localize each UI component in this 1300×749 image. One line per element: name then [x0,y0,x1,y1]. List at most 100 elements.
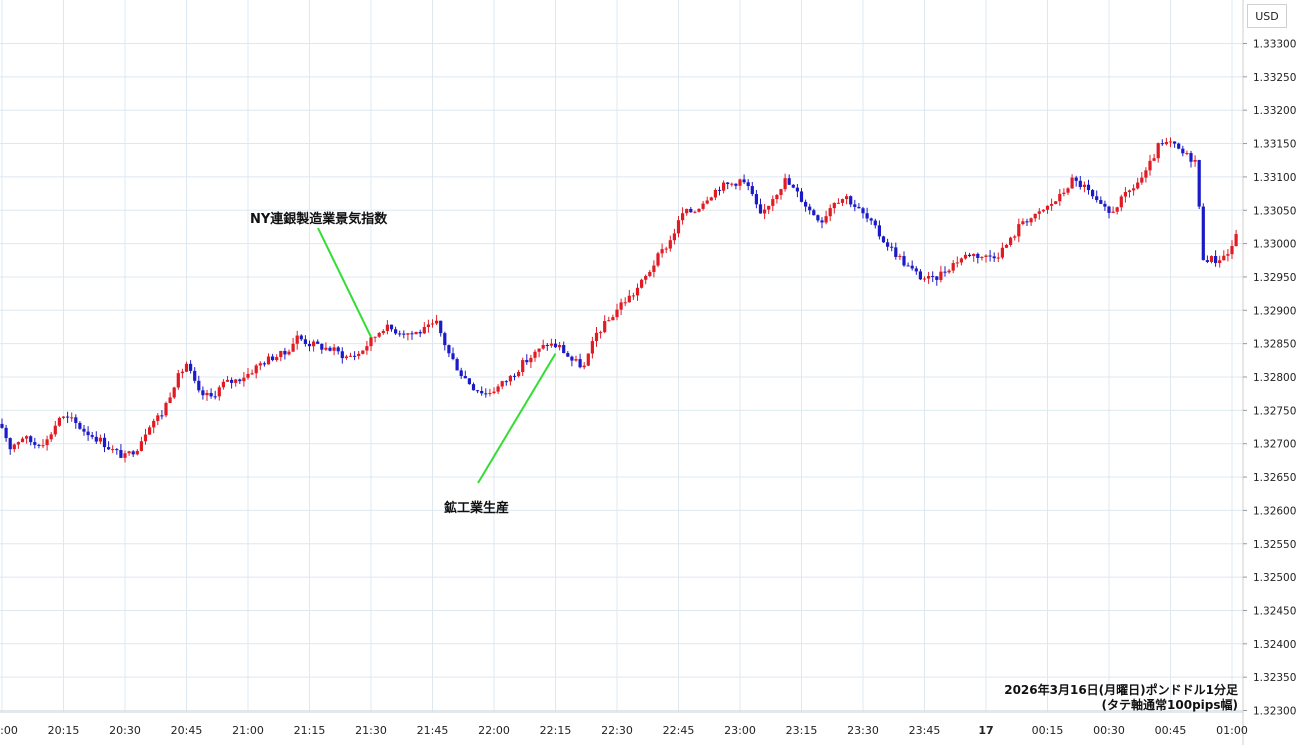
currency-button[interactable]: USD [1247,4,1287,28]
candle-body [332,347,336,351]
candle-body [976,253,980,258]
candle-body [824,216,828,223]
candle-body [685,208,689,214]
candle-body [549,343,553,346]
y-tick-label: 1.32900 [1253,305,1296,317]
candle-body [78,422,82,429]
candle-body [1041,209,1045,212]
x-tick-label: 20:30 [109,724,141,737]
candle-body [1189,153,1193,162]
candle-body [373,336,377,338]
candle-body [443,333,447,346]
candle-body [193,370,197,381]
candle-body [279,350,283,358]
candle-body [992,256,996,259]
candle-body [496,386,500,392]
candle-body [758,204,763,214]
candle-body [890,246,894,248]
candle-body [849,196,853,205]
candle-body [619,302,623,310]
candle-body [857,206,861,209]
candle-body [238,379,242,382]
candle-body [627,295,631,303]
candle-body [1037,211,1041,214]
candle-body [70,417,74,419]
candle-body [898,256,902,258]
candle-body [754,194,758,205]
candle-body [1152,158,1156,161]
candle-body [168,397,172,403]
candle-body [484,393,488,395]
candle-body [422,327,426,334]
candle-body [845,196,849,200]
candle-body [832,202,836,209]
candle-body [107,447,111,450]
y-tick-label: 1.32850 [1253,339,1296,351]
candle-body [476,390,480,392]
candle-body [1103,203,1107,207]
candle-body [1185,153,1189,155]
candle-body [939,271,943,280]
candle-body [648,271,652,276]
candle-body [582,365,586,368]
candle-body [455,359,459,371]
candle-body [303,339,307,344]
candle-body [697,208,701,212]
candle-body [480,391,484,394]
candle-body [529,357,533,363]
candle-body [906,265,910,267]
y-tick-label: 1.33000 [1253,239,1296,251]
candle-body [886,242,890,247]
candle-body [701,203,705,209]
candle-body [746,182,750,187]
candle-body [808,206,812,211]
annotation-label: 鉱工業生産 [444,500,509,516]
candle-body [615,309,619,318]
candle-body [1148,160,1152,171]
candle-body [435,320,439,324]
candle-body [1230,245,1234,255]
candle-body [586,353,590,366]
candle-body [1209,256,1214,262]
candle-body [611,317,615,321]
candle-body [295,335,299,344]
candle-body [988,255,992,257]
candle-body [348,355,353,357]
x-tick-label: 21:30 [355,724,387,737]
candle-body [512,375,517,377]
candle-body [742,179,746,183]
candle-body [82,428,86,432]
candle-body [262,363,266,365]
candle-body [1181,148,1185,154]
candle-body [1086,184,1091,191]
candle-body [230,379,234,383]
x-tick-label: 22:30 [601,724,633,737]
candle-body [594,332,599,342]
x-tick-label: 21:00 [232,724,264,737]
candle-body [197,380,201,391]
candle-body [49,434,53,440]
candle-body [873,220,877,226]
candle-body [553,343,558,348]
candle-body [1226,254,1230,256]
candle-body [644,275,648,280]
candle-body [209,392,213,397]
candle-body [389,324,394,330]
candle-body [660,249,664,254]
candle-body [910,265,914,269]
candle-body [537,348,541,352]
candle-body [451,353,455,360]
x-tick-label: 20:45 [171,724,203,737]
candle-body [385,324,389,331]
candle-body [20,438,25,443]
candles [0,137,1238,463]
candle-body [1164,142,1168,145]
candle-body [291,343,295,352]
candle-body [381,330,385,334]
candle-body [517,371,521,377]
candle-body [201,390,205,396]
candle-body [574,359,578,361]
candle-body [1140,177,1144,183]
